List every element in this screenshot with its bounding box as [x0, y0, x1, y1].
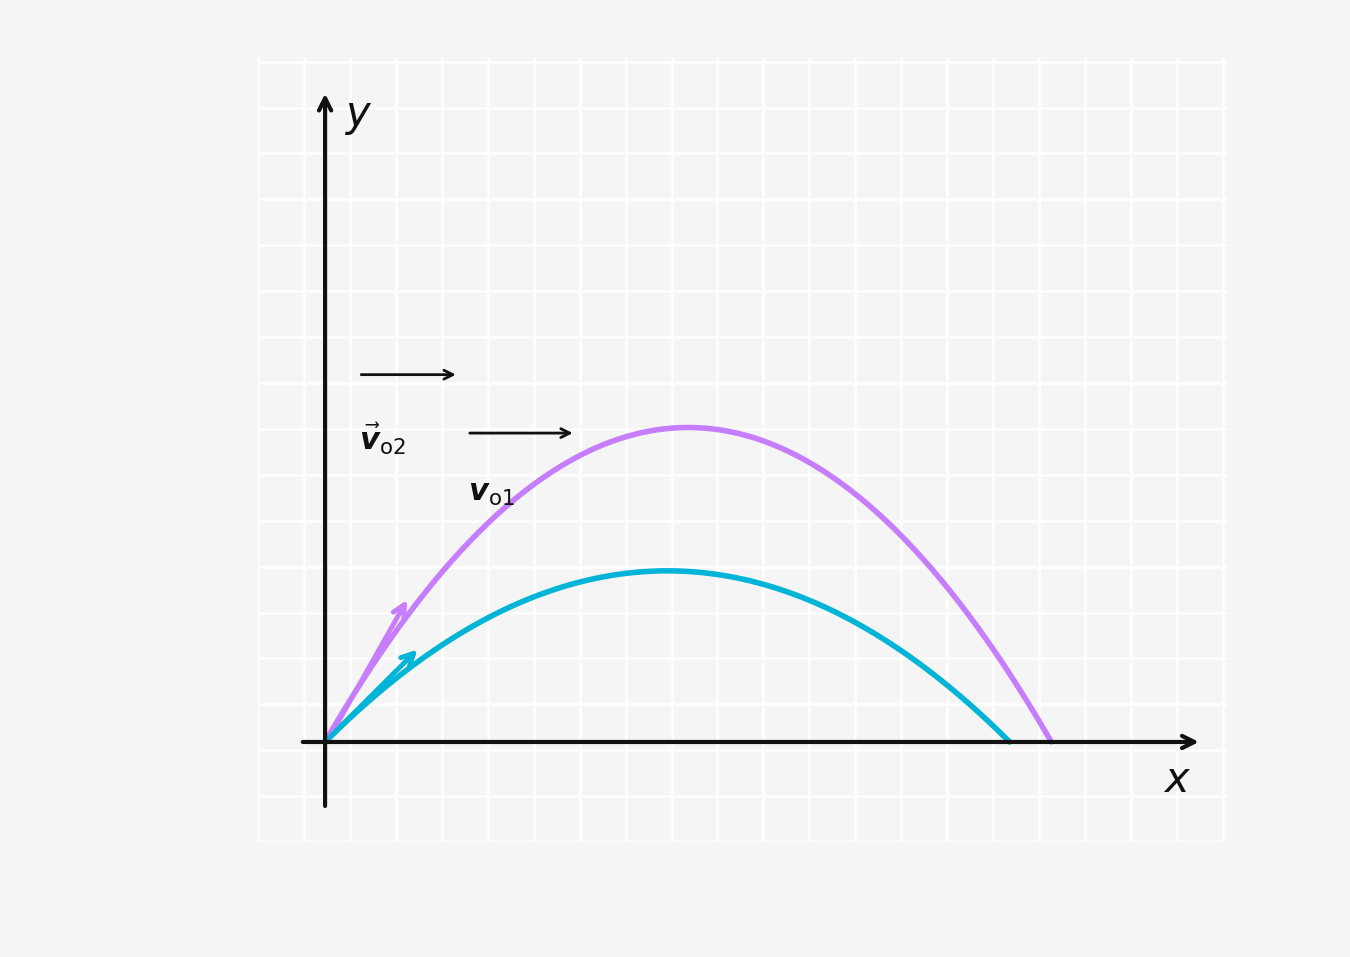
Text: $\boldsymbol{v}_{\mathrm{o1}}$: $\boldsymbol{v}_{\mathrm{o1}}$ — [468, 479, 514, 508]
Text: $x$: $x$ — [1162, 759, 1191, 801]
Text: $y$: $y$ — [344, 95, 373, 137]
Text: $\vec{\boldsymbol{v}}_{\mathrm{o2}}$: $\vec{\boldsymbol{v}}_{\mathrm{o2}}$ — [359, 420, 406, 456]
